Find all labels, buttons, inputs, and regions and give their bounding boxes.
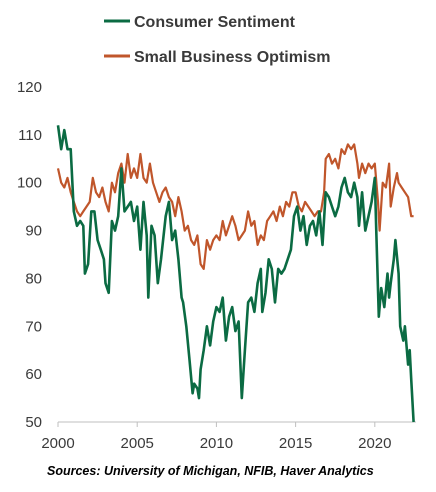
y-axis: 120 110 100 90 80 70 60 50 xyxy=(17,79,42,431)
y-tick-label-120: 120 xyxy=(17,79,42,96)
source-note: Sources: University of Michigan, NFIB, H… xyxy=(47,464,374,478)
y-tick-label-110: 110 xyxy=(18,127,42,144)
y-tick-label-60: 60 xyxy=(25,366,42,383)
series-line-small-business-optimism xyxy=(56,143,414,270)
y-tick-label-50: 50 xyxy=(25,414,42,431)
y-tick-label-80: 80 xyxy=(25,270,42,287)
legend: Consumer Sentiment Small Business Optimi… xyxy=(104,14,331,66)
y-tick-label-70: 70 xyxy=(25,318,42,335)
x-tick-label-2000: 2000 xyxy=(41,435,74,452)
legend-label-small-business-optimism: Small Business Optimism xyxy=(134,49,331,66)
series-line-consumer-sentiment xyxy=(56,125,415,423)
x-tick-label-2010: 2010 xyxy=(200,435,233,452)
series-layer xyxy=(56,125,415,423)
y-tick-label-90: 90 xyxy=(25,223,42,240)
legend-label-consumer-sentiment: Consumer Sentiment xyxy=(134,14,296,31)
x-tick-label-2015: 2015 xyxy=(279,435,312,452)
x-tick-label-2020: 2020 xyxy=(358,435,391,452)
y-tick-label-100: 100 xyxy=(17,175,42,192)
x-tick-label-2005: 2005 xyxy=(121,435,154,452)
x-axis: 2000 2005 2010 2015 2020 xyxy=(41,422,392,452)
